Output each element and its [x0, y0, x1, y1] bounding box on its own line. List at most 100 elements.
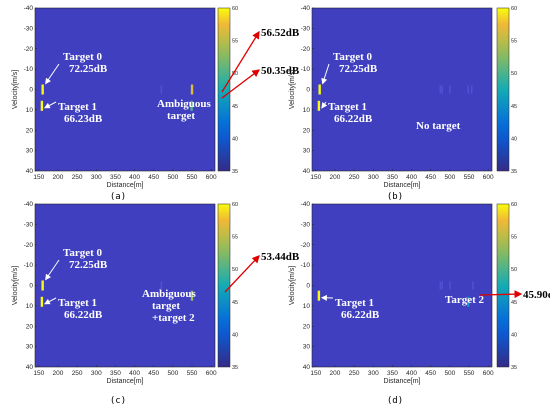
x-axis-label: Distance[m]: [384, 182, 421, 189]
x-tick-label: 450: [148, 370, 159, 377]
x-tick-label: 150: [33, 174, 44, 181]
x-tick-label: 150: [33, 370, 44, 377]
y-tick-label: 0: [29, 87, 33, 94]
x-tick-label: 350: [110, 370, 121, 377]
x-tick-label: 400: [406, 370, 417, 377]
x-tick-label: 250: [349, 370, 360, 377]
target-mark: [41, 84, 44, 95]
heatmap-area: [311, 7, 493, 172]
colorbar-tick-label: 60: [511, 202, 517, 208]
y-tick-label: 10: [303, 303, 311, 310]
x-tick-label: 450: [148, 174, 159, 181]
colorbar-tick-label: 60: [511, 6, 517, 12]
target-mark: [317, 100, 321, 111]
x-tick-label: 350: [387, 174, 398, 181]
y-tick-label: 0: [306, 87, 310, 94]
y-tick-label: -20: [301, 46, 311, 53]
y-axis-label: Velocity[m/s]: [12, 266, 19, 305]
y-tick-label: -30: [301, 25, 311, 32]
target-mark: [318, 84, 321, 95]
x-tick-label: 300: [91, 370, 102, 377]
y-tick-label: -40: [24, 5, 34, 12]
y-tick-label: -20: [24, 242, 34, 249]
target-mark: [190, 290, 194, 301]
x-tick-label: 300: [91, 174, 102, 181]
callout-arrow: [221, 69, 261, 99]
colorbar-tick-label: 35: [232, 169, 238, 175]
target-value: 66.22dB: [64, 309, 103, 321]
heatmap-area: [311, 203, 493, 368]
x-tick-label: 500: [444, 174, 455, 181]
colorbar-tick-label: 40: [232, 136, 238, 142]
y-tick-label: -10: [301, 66, 311, 73]
callout-value: 56.52dB: [261, 27, 300, 39]
colorbar-tick-label: 55: [232, 235, 238, 241]
target-value: 66.23dB: [64, 113, 103, 125]
colorbar-tick-label: 55: [511, 235, 517, 241]
y-tick-label: -40: [301, 201, 311, 208]
target-1-arrow: [44, 297, 57, 305]
ambiguous-trace: [470, 85, 473, 94]
ambiguous-trace: [449, 85, 451, 94]
colorbar-tick-label: 60: [232, 202, 238, 208]
colorbar-tick-label: 50: [232, 71, 238, 77]
x-tick-label: 250: [72, 370, 83, 377]
x-tick-label: 300: [368, 174, 379, 181]
y-tick-label: 0: [29, 283, 33, 290]
x-tick-label: 150: [310, 370, 321, 377]
x-tick-label: 600: [483, 370, 494, 377]
panel-label: (d): [387, 396, 403, 406]
y-tick-label: 0: [306, 283, 310, 290]
ambiguous-trace: [449, 281, 451, 290]
x-tick-label: 600: [206, 174, 217, 181]
y-tick-label: -20: [24, 46, 34, 53]
y-tick-label: -30: [24, 25, 34, 32]
ambiguous-label: target: [167, 110, 195, 122]
x-tick-label: 350: [387, 370, 398, 377]
target-value: 72.25dB: [69, 259, 108, 271]
target-value: 72.25dB: [339, 63, 378, 75]
ambiguous-label: +target 2: [152, 312, 195, 324]
target-mark: [40, 100, 44, 111]
no-target-label: No target: [416, 120, 461, 132]
target-mark: [317, 290, 321, 301]
heatmap-area: [34, 7, 216, 172]
panel-a: 150 200 250 300 350 400 450 500 550 600-40-30-20-…: [12, 5, 300, 202]
x-tick-label: 500: [167, 174, 178, 181]
target-0-arrow: [321, 63, 330, 85]
ambiguous-trace: [472, 281, 474, 290]
x-tick-label: 500: [167, 370, 178, 377]
x-tick-label: 600: [206, 370, 217, 377]
x-tick-label: 400: [406, 174, 417, 181]
x-tick-label: 200: [330, 370, 341, 377]
colorbar-tick-label: 45: [232, 104, 238, 110]
colorbar-tick-label: 45: [232, 300, 238, 306]
target-0-arrow: [45, 63, 60, 85]
ambiguous-trace: [439, 281, 442, 290]
ambiguous-trace: [467, 85, 470, 94]
x-tick-label: 550: [464, 174, 475, 181]
panel-c: 150 200 250 300 350 400 450 500 550 600-40-30-20-…: [12, 201, 300, 406]
colorbar-tick-label: 45: [511, 104, 517, 110]
x-tick-label: 250: [72, 174, 83, 181]
y-tick-label: 10: [26, 107, 34, 114]
y-tick-label: 10: [26, 303, 34, 310]
callout-arrow: [221, 30, 260, 93]
target-0-arrow: [45, 259, 60, 281]
target-mark: [190, 100, 193, 111]
callout-value: 53.44dB: [261, 251, 300, 263]
y-tick-label: -40: [24, 201, 34, 208]
target-value: 66.22dB: [341, 309, 380, 321]
x-axis-label: Distance[m]: [384, 378, 421, 385]
colorbar-tick-label: 35: [511, 365, 517, 371]
ambiguous-trace: [160, 281, 163, 290]
colorbar-tick-label: 40: [511, 136, 517, 142]
target-label: Target 0: [63, 247, 103, 259]
callout-arrow: [479, 290, 523, 299]
colorbar-tick-label: 40: [232, 332, 238, 338]
colorbar: [496, 7, 510, 172]
colorbar-tick-label: 45: [511, 300, 517, 306]
ambiguous-trace: [160, 85, 163, 94]
target-label: Target 0: [63, 51, 103, 63]
